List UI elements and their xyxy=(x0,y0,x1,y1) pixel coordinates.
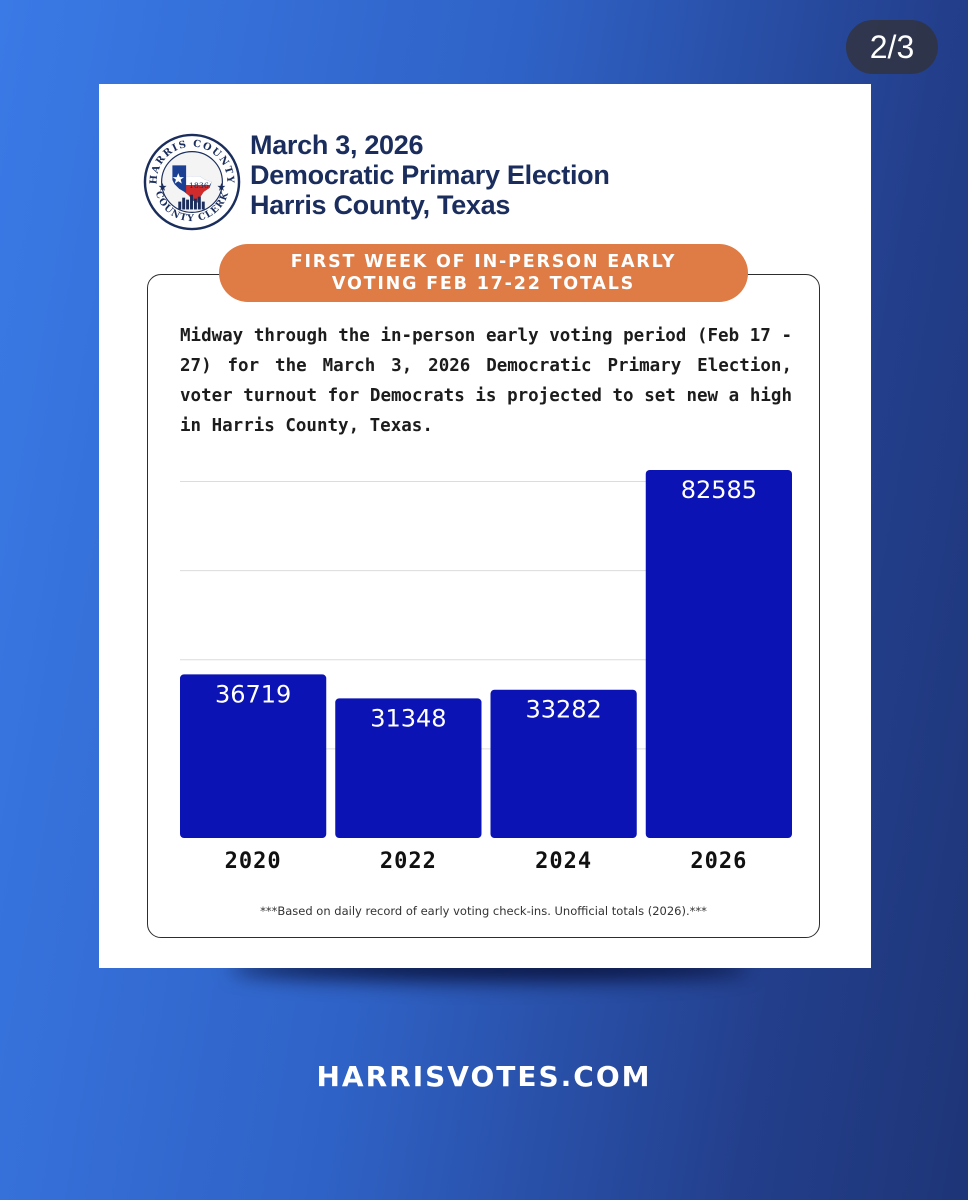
intro-paragraph: Midway through the in-person early votin… xyxy=(180,326,792,436)
heading-election: Democratic Primary Election xyxy=(250,160,610,190)
bar-value-label: 33282 xyxy=(525,696,601,724)
category-label: 2022 xyxy=(380,849,437,874)
category-label: 2026 xyxy=(690,849,747,874)
bar-value-label: 31348 xyxy=(370,704,446,732)
banner-line-1: FIRST WEEK OF IN-PERSON EARLY xyxy=(290,252,677,272)
bar-2024 xyxy=(490,689,637,838)
website-link[interactable]: HARRISVOTES.COM xyxy=(316,1060,652,1093)
period-banner: FIRST WEEK OF IN-PERSON EARLY VOTING FEB… xyxy=(219,244,748,302)
bar-2020 xyxy=(180,674,327,838)
heading-location: Harris County, Texas xyxy=(250,190,511,220)
bar-value-label: 82585 xyxy=(681,476,757,504)
texas-flag-icon xyxy=(172,165,212,203)
election-heading: March 3, 2026 Democratic Primary Electio… xyxy=(250,130,610,220)
category-label: 2024 xyxy=(535,849,592,874)
star-left-icon xyxy=(158,182,167,191)
heading-date: March 3, 2026 xyxy=(250,130,424,160)
bar-2022 xyxy=(335,698,482,838)
turnout-bar-chart: 36719 2020 31348 2022 33282 2024 82585 2026 xyxy=(180,470,792,874)
banner-line-2: VOTING FEB 17-22 TOTALS xyxy=(331,274,636,294)
bar-value-label: 36719 xyxy=(215,680,291,708)
skyline-icon xyxy=(178,194,205,210)
page-counter: 2/3 xyxy=(846,20,938,74)
star-right-icon xyxy=(217,182,226,191)
footnote: ***Based on daily record of early voting… xyxy=(260,904,707,918)
county-clerk-seal: HARRIS COUNTY COUNTY CLERK 1836 xyxy=(143,133,241,231)
bar-2026 xyxy=(645,470,792,838)
seal-year: 1836 xyxy=(189,181,209,190)
infographic-card: HARRIS COUNTY COUNTY CLERK 1836 March 3,… xyxy=(99,84,871,968)
category-label: 2020 xyxy=(225,849,282,874)
